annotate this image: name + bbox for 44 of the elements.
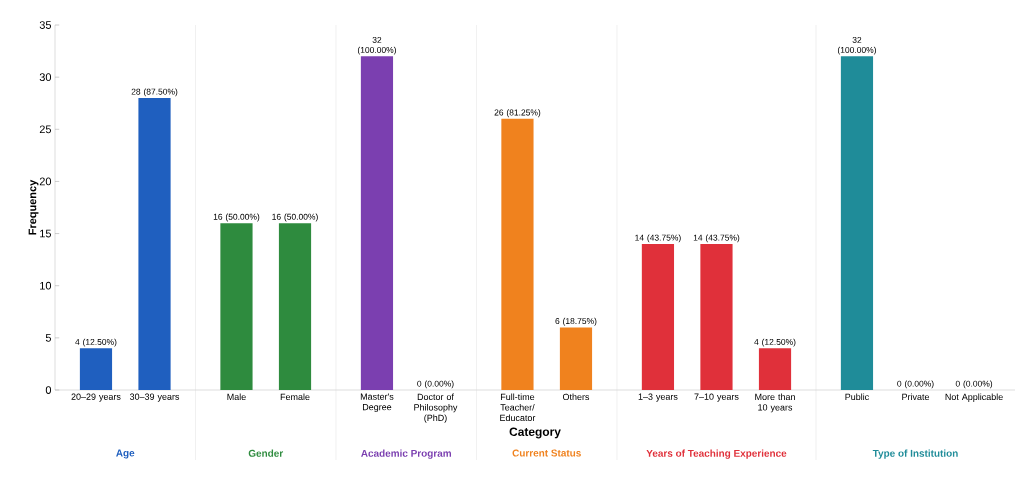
x-tick-label: 7–10 years	[694, 393, 739, 402]
data-label: 14 (43.75%)	[693, 234, 740, 243]
y-tick-label: 5	[45, 334, 52, 342]
data-label: 0 (0.00%)	[417, 380, 454, 389]
data-label: 6 (18.75%)	[555, 317, 597, 326]
x-tick-label: Doctor of Philosophy (PhD)	[414, 393, 458, 423]
text: Category	[509, 427, 561, 439]
y-tick-label: 25	[39, 125, 52, 134]
data-label: 14 (43.75%)	[635, 234, 681, 243]
y-axis-title: Frequency	[28, 179, 39, 235]
x-tick-label: Not Applicable	[945, 393, 1003, 402]
x-axis-title: Academic Program	[361, 449, 451, 459]
x-tick-label: Male	[227, 393, 246, 401]
y-tick-label: 10	[40, 281, 52, 290]
x-tick-label: 30–39 years	[129, 393, 180, 402]
y-tick-label: 20	[39, 177, 52, 186]
data-label: 16 (50.00%)	[213, 213, 260, 222]
data-label: 32 (100.00%)	[837, 36, 876, 55]
data-label: 32 (100.00%)	[357, 36, 396, 55]
y-tick-label: 35	[39, 21, 52, 29]
x-axis-title: Age	[116, 449, 135, 459]
data-label: 28 (87.50%)	[131, 88, 178, 97]
data-label: 4 (12.50%)	[754, 338, 796, 347]
y-tick-label: 30	[39, 73, 52, 82]
x-tick-label: Others	[562, 393, 590, 401]
y-tick-label: 0	[45, 386, 52, 394]
data-label: 26 (81.25%)	[494, 109, 541, 118]
x-tick-label: Female	[280, 393, 310, 401]
x-tick-label: 20–29 years	[71, 393, 121, 402]
x-tick-label: More than 10 years	[755, 393, 795, 413]
x-tick-label: Master's Degree	[360, 393, 394, 413]
x-axis-title: Current Status	[512, 449, 581, 457]
x-axis-title: Years of Teaching Experience	[646, 449, 787, 459]
data-label: 4 (12.50%)	[75, 338, 117, 347]
y-tick-label: 15	[40, 229, 52, 238]
x-tick-label: Public	[845, 393, 869, 401]
x-axis-title: Gender	[248, 449, 284, 457]
x-tick-label: Private	[902, 393, 930, 401]
data-label: 0 (0.00%)	[955, 380, 993, 389]
data-label: 0 (0.00%)	[897, 380, 934, 389]
x-tick-label: Full-time Teacher/ Educator	[500, 393, 536, 422]
x-axis-title: Type of Institution	[872, 449, 958, 459]
x-tick-label: 1–3 years	[638, 393, 678, 402]
data-label: 16 (50.00%)	[272, 213, 318, 222]
